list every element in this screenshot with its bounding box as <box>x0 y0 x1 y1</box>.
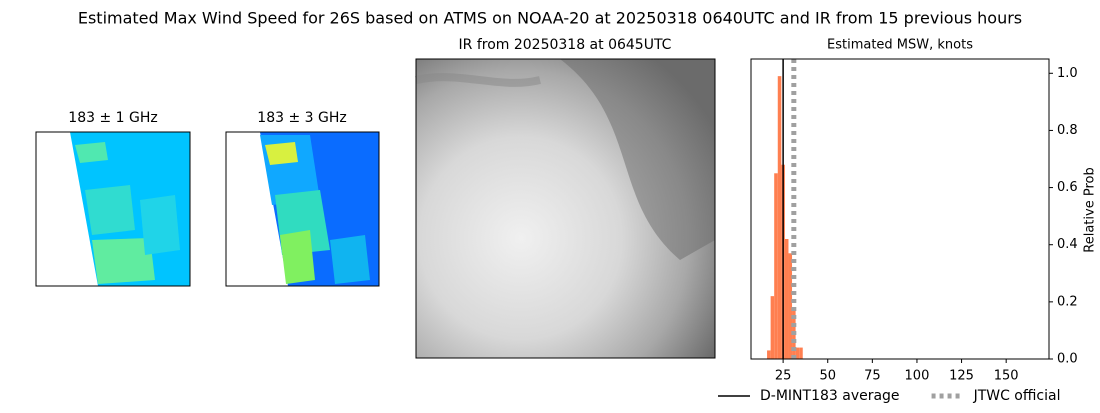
image-title: 183 ± 3 GHz <box>257 110 346 126</box>
figure-title: Estimated Max Wind Speed for 26S based o… <box>78 9 1022 28</box>
x-tick-label: 150 <box>994 369 1019 384</box>
x-tick-label: 50 <box>819 369 836 384</box>
plot-frame <box>750 58 1050 360</box>
bar <box>799 347 803 359</box>
plot: 25 50 75 100 125 150 0.0 0.2 0.4 0.6 0.8 1.0 <box>767 59 1078 384</box>
y-tick-label: 0.6 <box>1057 180 1078 195</box>
y-tick-label: 1.0 <box>1057 66 1078 81</box>
x-tick-label: 75 <box>864 369 881 384</box>
y-tick-label: 0.2 <box>1057 294 1078 309</box>
y-tick-label: 0.4 <box>1057 237 1078 252</box>
microwave-image <box>225 131 380 287</box>
chart-title: Estimated MSW, knots <box>827 38 973 53</box>
y-axis-label: Relative Prob <box>1083 167 1098 252</box>
bar <box>777 76 782 360</box>
bar <box>770 296 775 359</box>
bar <box>767 350 771 359</box>
x-tick-label: 100 <box>905 369 930 384</box>
x-tick-label: 25 <box>775 369 792 384</box>
ir-image <box>415 58 716 359</box>
y-tick-label: 0.0 <box>1057 352 1078 367</box>
bar <box>795 347 800 359</box>
legend-label: D-MINT183 average <box>760 388 900 404</box>
bar <box>788 253 793 359</box>
x-tick-label: 125 <box>949 369 974 384</box>
image-title: IR from 20250318 at 0645UTC <box>459 37 672 53</box>
legend-label: JTWC official <box>973 388 1061 404</box>
bar <box>774 173 778 359</box>
y-tick-label: 0.8 <box>1057 123 1078 138</box>
image-title: 183 ± 1 GHz <box>68 110 157 126</box>
microwave-image <box>35 131 191 287</box>
bar <box>784 239 789 359</box>
